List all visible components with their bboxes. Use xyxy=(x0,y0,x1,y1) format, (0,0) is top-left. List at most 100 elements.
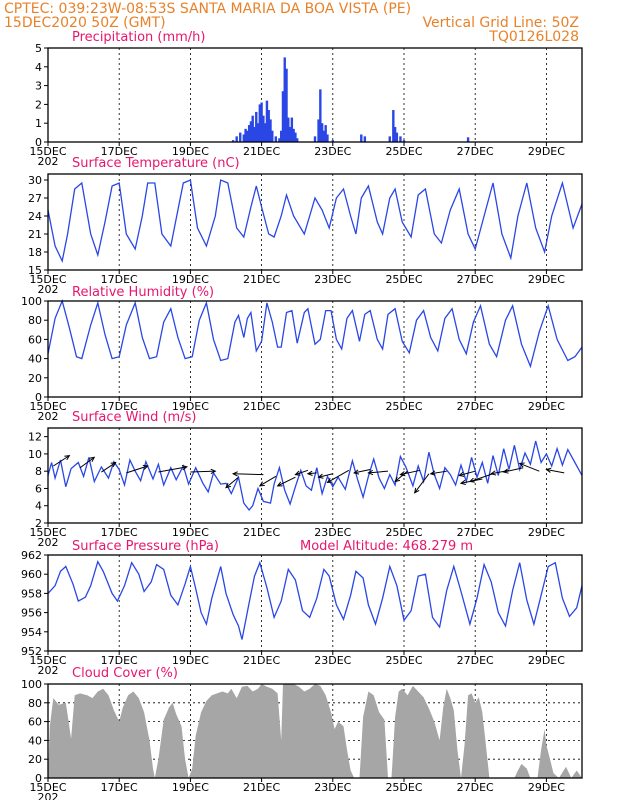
precip-bar xyxy=(256,123,260,142)
precip-bar xyxy=(388,136,391,142)
header-grid-note: Vertical Grid Line: 50Z xyxy=(423,15,579,31)
y-tick-label: 100 xyxy=(21,295,42,308)
wind-vector-head xyxy=(458,471,465,477)
wind-vector-head xyxy=(142,464,149,470)
surface-pressure-frame xyxy=(47,554,583,652)
wind-vector xyxy=(519,462,540,472)
precip-bar xyxy=(317,119,320,142)
x-tick-label: 19DEC xyxy=(172,781,209,794)
wind-vector xyxy=(546,468,565,474)
wind-vector-head xyxy=(225,482,231,489)
x-tick-label: 15DEC xyxy=(29,273,66,286)
precip-bar xyxy=(274,136,278,142)
wind-vector xyxy=(414,473,430,494)
wind-vector-head xyxy=(258,481,265,487)
wind-vector-head xyxy=(317,473,324,479)
x-tick-label: 23DEC xyxy=(314,400,351,413)
x-tick-label: 21DEC xyxy=(243,145,280,158)
x-year-label: 202 xyxy=(38,536,59,549)
x-tick-label: 27DEC xyxy=(457,273,494,286)
precip-bar xyxy=(231,140,235,142)
precip-bar xyxy=(244,128,247,142)
precip-bar xyxy=(239,132,242,142)
y-tick-label: 956 xyxy=(21,607,42,620)
cloud-cover-panel: Cloud Cover (%) 0 20 40 60 80 100 15DEC 17DEC 19D… xyxy=(21,666,583,800)
precip-bar xyxy=(319,89,322,142)
header-init-time: 15DEC2020 50Z (GMT) xyxy=(4,15,166,31)
x-tick-label: 15DEC xyxy=(29,654,66,667)
precip-bar xyxy=(287,117,290,142)
y-tick-label: 24 xyxy=(28,210,42,223)
x-tick-label: 29DEC xyxy=(528,400,565,413)
wind-vector xyxy=(190,470,216,473)
wind-vector-head xyxy=(459,479,466,485)
precip-bar xyxy=(246,130,249,142)
precip-bar xyxy=(324,125,327,142)
precip-bar xyxy=(267,110,270,142)
wind-vector xyxy=(394,470,408,482)
precip-bar xyxy=(269,119,272,142)
surface-temperature-panel: Surface Temperature (nC) 15 18 21 24 27 30 15DE… xyxy=(28,156,583,296)
precipitation-frame xyxy=(47,47,583,143)
x-tick-label: 17DEC xyxy=(101,526,138,539)
x-tick-label: 25DEC xyxy=(385,273,422,286)
surface-pressure-line xyxy=(47,560,583,640)
x-tick-label: 29DEC xyxy=(528,654,565,667)
precip-bar xyxy=(278,138,281,142)
wind-vector xyxy=(225,476,239,488)
surface-pressure-panel: Surface Pressure (hPa) Model Altitude: 46… xyxy=(21,539,583,677)
x-tick-label: 23DEC xyxy=(314,781,351,794)
surface-temperature-line xyxy=(47,179,583,264)
y-tick-label: 80 xyxy=(28,697,42,710)
surface-wind-line xyxy=(47,440,583,512)
x-tick-label: 17DEC xyxy=(101,781,138,794)
x-tick-label: 19DEC xyxy=(172,654,209,667)
x-tick-label: 21DEC xyxy=(243,273,280,286)
precip-bar xyxy=(322,130,326,142)
y-tick-label: 6 xyxy=(35,482,42,495)
x-year-label: 202 xyxy=(38,791,59,800)
x-tick-label: 25DEC xyxy=(385,400,422,413)
precip-bar xyxy=(402,140,406,142)
y-tick-label: 15 xyxy=(28,264,42,277)
wind-vector-head xyxy=(231,471,238,477)
x-tick-label: 19DEC xyxy=(172,526,209,539)
y-tick-label: 960 xyxy=(21,568,42,581)
surface-pressure-title: Surface Pressure (hPa) xyxy=(72,539,219,554)
x-tick-label: 21DEC xyxy=(243,526,280,539)
precip-bar xyxy=(320,123,324,142)
wind-vector-head xyxy=(276,481,283,487)
x-tick-label: 27DEC xyxy=(457,781,494,794)
surface-wind-frame xyxy=(47,427,583,524)
y-tick-label: 958 xyxy=(21,587,42,600)
precip-bar xyxy=(363,136,367,142)
header-model-id: TQ0126L028 xyxy=(488,29,579,45)
y-tick-label: 60 xyxy=(28,716,42,729)
cloud-cover-area xyxy=(48,684,582,778)
wind-vector-head xyxy=(110,461,117,468)
x-tick-label: 15DEC xyxy=(29,526,66,539)
x-tick-label: 15DEC xyxy=(29,145,66,158)
precip-bar xyxy=(271,130,274,142)
x-tick-label: 27DEC xyxy=(457,526,494,539)
precip-bar xyxy=(262,115,265,142)
precip-bar xyxy=(294,132,297,142)
wind-vector xyxy=(233,473,264,476)
y-tick-label: 2 xyxy=(35,98,42,111)
y-tick-label: 962 xyxy=(21,549,42,562)
x-tick-label: 25DEC xyxy=(385,781,422,794)
wind-vector-head xyxy=(326,478,333,483)
x-tick-label: 27DEC xyxy=(457,654,494,667)
wind-vector-head xyxy=(353,469,360,475)
y-tick-label: 952 xyxy=(21,645,42,658)
y-tick-label: 20 xyxy=(28,753,42,766)
x-tick-label: 21DEC xyxy=(243,400,280,413)
y-tick-label: 20 xyxy=(28,372,42,385)
precip-bar xyxy=(235,136,238,142)
surface-temperature-frame xyxy=(47,173,583,271)
precip-bar xyxy=(253,126,256,142)
precip-bar xyxy=(360,134,363,142)
x-tick-label: 29DEC xyxy=(528,526,565,539)
